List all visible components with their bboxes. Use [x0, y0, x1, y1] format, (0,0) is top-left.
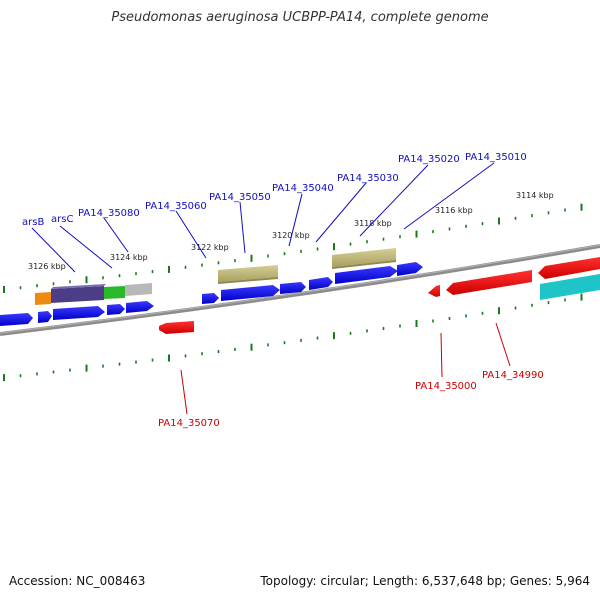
gene-arrow-fwd-8[interactable]: [280, 282, 306, 294]
gene-arrow-fwd-10[interactable]: [335, 266, 398, 284]
purple-feature-top: [51, 284, 106, 289]
genome-backbone-highlight: [0, 244, 600, 334]
gene-arrow-fwd-2[interactable]: [38, 311, 52, 323]
gene-arrow-fwd-5[interactable]: [126, 301, 154, 313]
gene-label-PA14-35050[interactable]: PA14_35050: [209, 192, 271, 203]
gene-label-PA14-34990[interactable]: PA14_34990: [482, 370, 544, 381]
gene-arrow-fwd-3[interactable]: [53, 306, 105, 320]
cyan-feature[interactable]: [540, 274, 600, 300]
gene-arrow-fwd-4[interactable]: [107, 304, 125, 315]
gene-arrow-rev-1[interactable]: [159, 321, 194, 334]
topology-text: Topology: circular; Length: 6,537,648 bp…: [260, 574, 590, 588]
scale-label-3120: 3120 kbp: [272, 231, 310, 240]
gene-label-PA14-35030[interactable]: PA14_35030: [337, 173, 399, 184]
leader-line-PA14-35040: [288, 193, 303, 247]
gene-arrow-fwd-6[interactable]: [202, 293, 219, 304]
leader-line-PA14-35070: [180, 369, 188, 415]
leader-line-PA14-35080: [103, 217, 129, 253]
olive-feature-1[interactable]: [218, 265, 278, 282]
leader-line-arsC: [59, 225, 113, 269]
leader-line-PA14-35000: [440, 332, 443, 378]
gene-arrow-rev-3[interactable]: [446, 270, 532, 295]
gene-label-PA14-35060[interactable]: PA14_35060: [145, 201, 207, 212]
gene-arrow-fwd-1[interactable]: [0, 313, 33, 326]
scale-label-3126: 3126 kbp: [28, 262, 66, 271]
scale-label-3116: 3116 kbp: [435, 206, 473, 215]
gene-label-PA14-35070[interactable]: PA14_35070: [158, 418, 220, 429]
gene-arrow-rev-4[interactable]: [538, 257, 600, 279]
leader-line-PA14-35020: [359, 164, 429, 237]
gene-arrow-fwd-11[interactable]: [397, 262, 423, 276]
reverse-gene-track: [159, 257, 600, 334]
scale-label-3118: 3118 kbp: [354, 219, 392, 228]
olive-feature-2[interactable]: [332, 248, 396, 267]
scale-label-3114: 3114 kbp: [516, 191, 554, 200]
scale-label-3124: 3124 kbp: [110, 253, 148, 262]
leader-line-arsB: [31, 227, 76, 273]
gene-label-PA14-35040[interactable]: PA14_35040: [272, 183, 334, 194]
genome-backbone: [0, 244, 600, 336]
leader-line-PA14-35010: [403, 162, 495, 230]
reverse-gene-labels: PA14_35070 PA14_35000 PA14_34990: [158, 322, 544, 429]
grey-feature[interactable]: [125, 283, 152, 296]
leader-line-PA14-34990: [495, 322, 511, 367]
forward-gene-track: [0, 262, 423, 326]
upper-feature-track: [35, 248, 600, 305]
leader-line-PA14-35060: [175, 210, 207, 259]
gene-label-PA14-35020[interactable]: PA14_35020: [398, 154, 460, 165]
green-feature[interactable]: [104, 286, 125, 299]
gene-label-PA14-35010[interactable]: PA14_35010: [465, 152, 527, 163]
forward-gene-labels: arsB arsC PA14_35080 PA14_35060 PA14_350…: [22, 152, 527, 273]
gene-arrow-fwd-9[interactable]: [309, 277, 333, 290]
olive-feature-1-edge: [218, 277, 278, 284]
gene-arrow-fwd-7[interactable]: [221, 285, 280, 301]
gene-label-PA14-35080[interactable]: PA14_35080: [78, 208, 140, 219]
gene-arrow-rev-2[interactable]: [428, 285, 440, 297]
scale-label-3122: 3122 kbp: [191, 243, 229, 252]
gene-label-arsC[interactable]: arsC: [51, 214, 73, 225]
leader-line-PA14-35030: [315, 182, 367, 243]
olive-feature-2-edge: [332, 260, 396, 269]
gene-label-arsB[interactable]: arsB: [22, 217, 44, 228]
lower-scale-ticks: [3, 293, 583, 382]
purple-feature[interactable]: [51, 286, 104, 303]
map-title: Pseudomonas aeruginosa UCBPP-PA14, compl…: [111, 10, 489, 25]
leader-line-PA14-35050: [239, 201, 246, 254]
gene-label-PA14-35000[interactable]: PA14_35000: [415, 381, 477, 392]
upper-scale-ticks: [3, 203, 583, 293]
orange-feature[interactable]: [35, 292, 51, 305]
accession-text: Accession: NC_008463: [9, 574, 146, 588]
